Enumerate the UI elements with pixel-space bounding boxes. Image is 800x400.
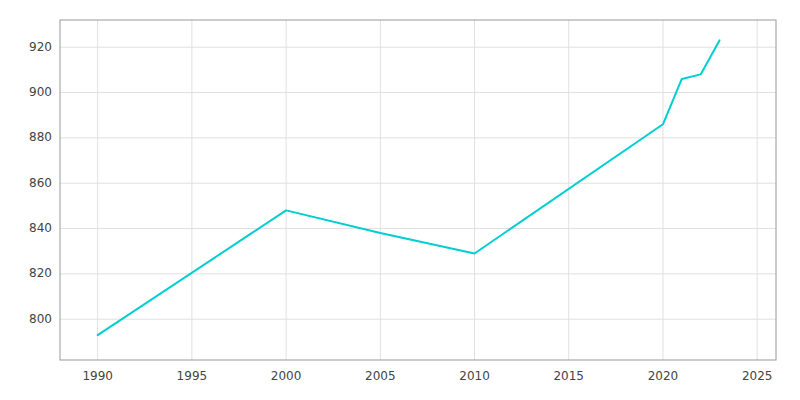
y-grid-line <box>60 47 776 48</box>
y-tick-label: 800 <box>29 312 52 326</box>
x-grid-line <box>286 20 287 360</box>
plot-frame <box>60 20 776 360</box>
x-grid-line <box>757 20 758 360</box>
y-tick-label: 880 <box>29 130 52 144</box>
x-tick-label: 2020 <box>648 369 679 383</box>
y-tick-label: 840 <box>29 221 52 235</box>
tick-labels: 800 820 840 860 880 900 920 1990 1995 2000 2005 201… <box>29 40 772 383</box>
chart-svg: 800 820 840 860 880 900 920 1990 1995 2000 2005 201… <box>0 0 800 400</box>
x-tick-label: 2015 <box>553 369 584 383</box>
y-grid-line <box>60 183 776 184</box>
y-grid-line <box>60 319 776 320</box>
x-grid-line <box>97 20 98 360</box>
y-tick-label: 820 <box>29 266 52 280</box>
y-grid-line <box>60 137 776 138</box>
x-tick-label: 1995 <box>177 369 208 383</box>
data-layer <box>98 40 720 335</box>
data-line <box>98 40 720 335</box>
x-grid-line <box>474 20 475 360</box>
grid <box>60 20 776 360</box>
x-tick-label: 2005 <box>365 369 396 383</box>
x-tick-label: 1990 <box>82 369 113 383</box>
y-tick-label: 860 <box>29 176 52 190</box>
x-grid-line <box>191 20 192 360</box>
y-grid-line <box>60 92 776 93</box>
x-tick-label: 2025 <box>742 369 773 383</box>
x-tick-label: 2000 <box>271 369 302 383</box>
chart-container: 800 820 840 860 880 900 920 1990 1995 2000 2005 201… <box>0 0 800 400</box>
y-grid-line <box>60 228 776 229</box>
y-tick-label: 920 <box>29 40 52 54</box>
x-grid-line <box>380 20 381 360</box>
plot-background <box>60 20 776 360</box>
x-tick-label: 2010 <box>459 369 490 383</box>
x-grid-line <box>662 20 663 360</box>
y-grid-line <box>60 273 776 274</box>
y-tick-label: 900 <box>29 85 52 99</box>
